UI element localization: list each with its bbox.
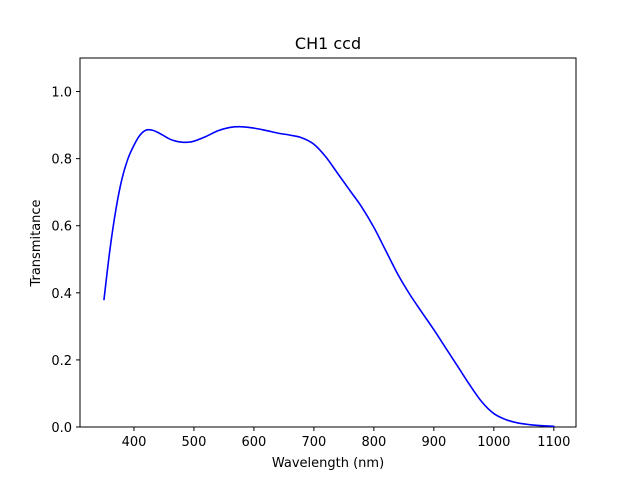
x-tick-label: 1100 [537, 435, 570, 450]
y-tick-label: 0.6 [51, 220, 72, 235]
y-tick-label: 0.4 [51, 287, 72, 302]
x-axis-label: Wavelength (nm) [272, 456, 384, 471]
chart-title: CH1 ccd [295, 34, 361, 53]
y-tick-label: 0.8 [51, 153, 72, 168]
x-axis: 400 500 600 700 800 900 1000 1100 [122, 427, 570, 450]
y-tick-label: 0.2 [51, 354, 72, 369]
x-tick-label: 500 [182, 435, 207, 450]
x-tick-label: 700 [301, 435, 326, 450]
x-tick-label: 1000 [477, 435, 510, 450]
series-layer [103, 125, 555, 428]
x-tick-label: 900 [421, 435, 446, 450]
transmittance-series-line [103, 125, 555, 428]
y-tick-label: 1.0 [51, 86, 72, 101]
plot-area [79, 57, 577, 428]
x-tick-label: 400 [122, 435, 147, 450]
y-axis-label: Transmitance [29, 199, 44, 287]
x-tick-label: 600 [242, 435, 267, 450]
y-axis: 0.0 0.2 0.4 0.6 0.8 1.0 [51, 86, 80, 436]
y-tick-label: 0.0 [51, 421, 72, 436]
x-tick-label: 800 [361, 435, 386, 450]
